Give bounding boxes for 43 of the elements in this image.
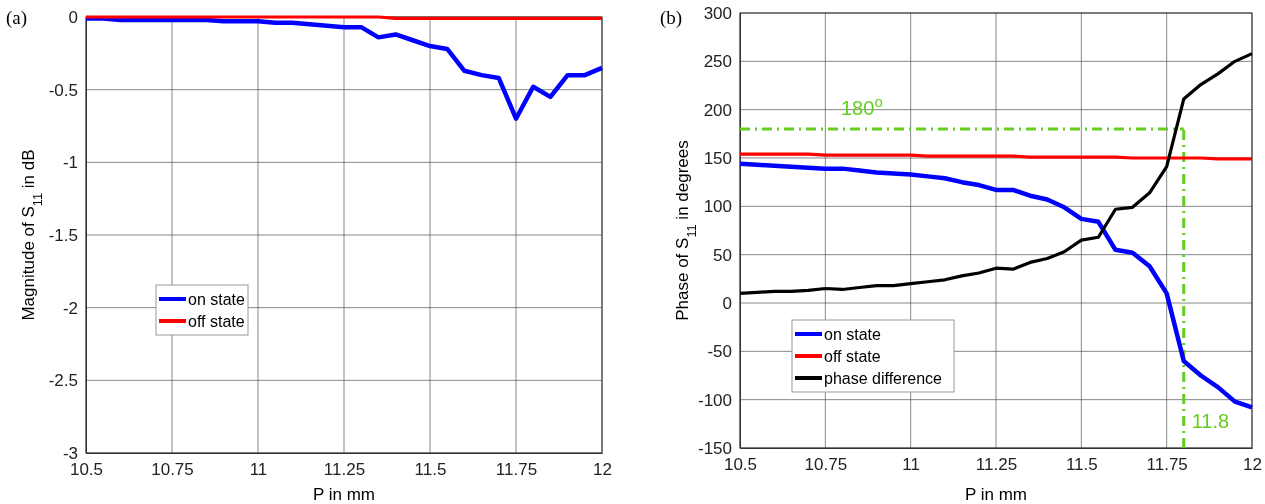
legend-label: phase difference	[824, 370, 943, 387]
legend-label: off state	[188, 313, 245, 330]
x-tick-label: 12	[1243, 455, 1262, 475]
x-tick-label: 11	[249, 460, 268, 480]
y-tick-label: -2.5	[48, 371, 78, 391]
chart-title: (a)	[6, 7, 28, 29]
y-tick-label: -50	[707, 342, 732, 362]
x-tick-label: 10.75	[804, 455, 848, 475]
y-tick-label: -100	[697, 390, 732, 410]
x-tick-label: 11.25	[323, 460, 366, 480]
x-tick-label: 12	[593, 460, 612, 480]
y-tick-label: -1	[62, 153, 78, 173]
y-tick-label: 0	[68, 7, 78, 27]
x-tick-label: 10.75	[151, 460, 194, 480]
x-tick-label: 11	[902, 455, 920, 475]
line-series	[737, 161, 1255, 410]
y-tick-label: -3	[62, 443, 78, 463]
x-tick-label: 11.75	[1146, 455, 1188, 475]
x-axis-title: P in mm	[312, 485, 376, 504]
y-tick-label: 200	[703, 100, 732, 120]
legend-label: on state	[824, 326, 882, 343]
y-tick-label: 150	[703, 148, 732, 168]
y-tick-label: 50	[713, 245, 732, 265]
ref-line-label: 180$^{o}$	[841, 92, 883, 119]
y-tick-label: 100	[703, 197, 732, 217]
y-tick-label: 0	[722, 293, 732, 313]
y-tick-label: 250	[703, 52, 732, 72]
y-tick-label: 300	[703, 3, 732, 23]
x-axis-title: P in mm	[964, 485, 1028, 504]
x-tick-label: 11.5	[414, 460, 447, 480]
chart-title: (b)	[660, 7, 683, 29]
y-tick-label: -150	[697, 438, 732, 458]
y-tick-label: -0.5	[48, 80, 78, 100]
x-tick-label: 10.5	[69, 460, 104, 480]
x-tick-label: 11.25	[975, 455, 1018, 475]
x-tick-label: 11.75	[495, 460, 538, 480]
legend-label: on state	[188, 291, 246, 308]
ref-line-label: 11.8	[1191, 410, 1230, 432]
y-tick-label: -2	[62, 298, 78, 318]
x-tick-label: 10.5	[723, 455, 758, 475]
x-tick-label: 11.5	[1065, 455, 1098, 475]
y-tick-label: -1.5	[48, 225, 78, 245]
legend-label: off state	[824, 348, 881, 365]
